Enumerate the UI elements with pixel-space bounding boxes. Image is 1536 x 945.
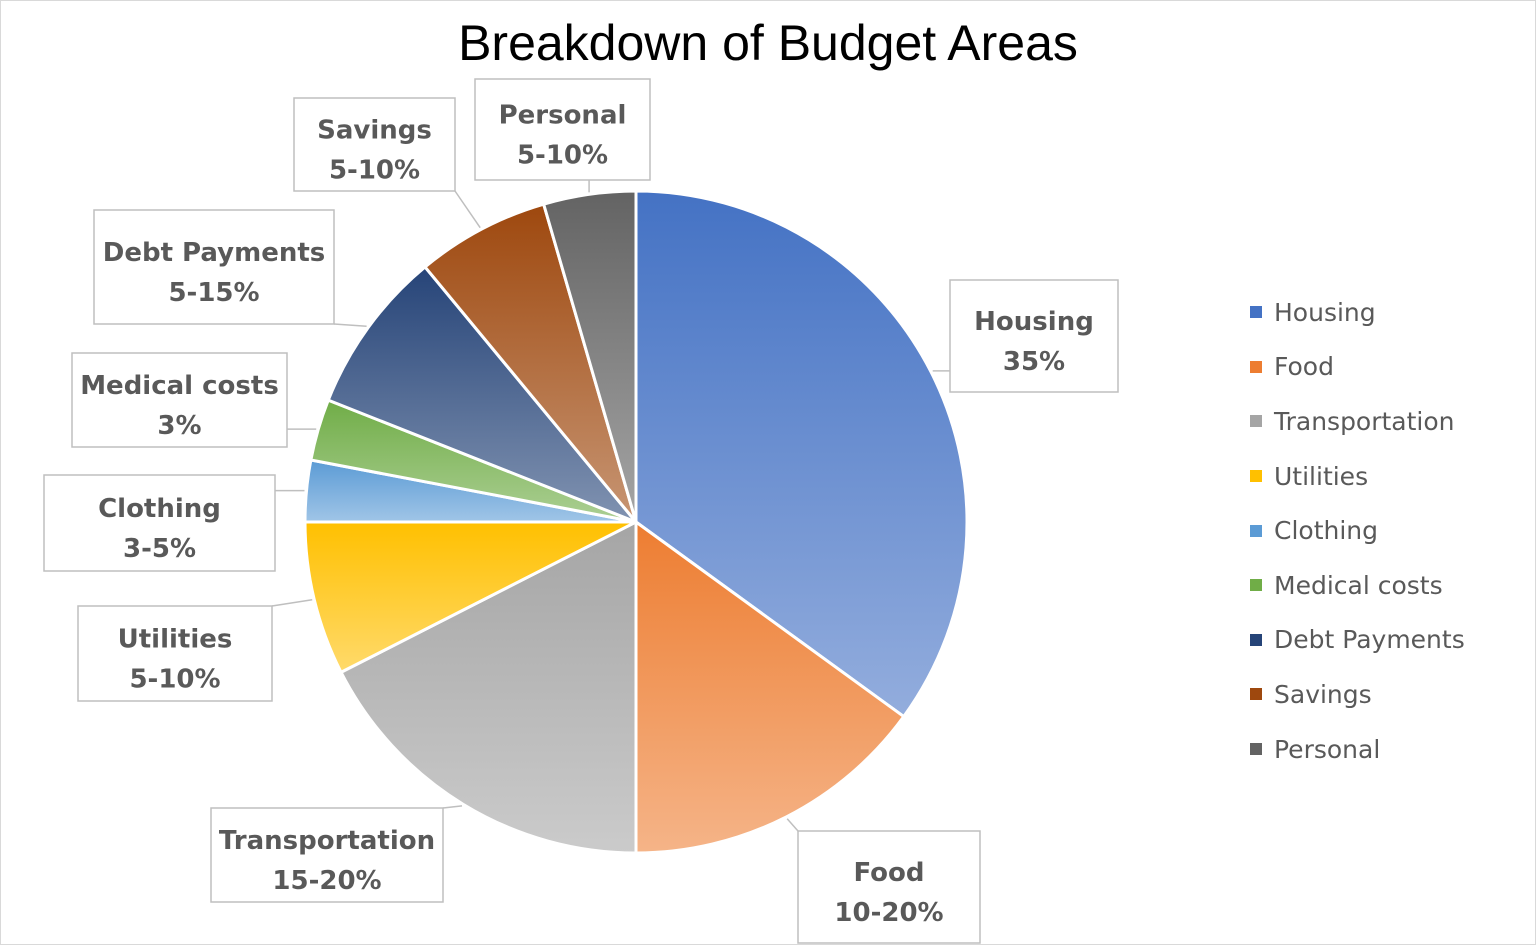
data-label-name-housing: Housing: [974, 307, 1094, 337]
legend-item-savings: Savings: [1250, 667, 1465, 722]
data-label-name-debt-payments: Debt Payments: [103, 238, 326, 268]
data-label-value-utilities: 5-10%: [129, 665, 220, 695]
slice-personal: [541, 189, 638, 523]
legend-swatch: [1250, 688, 1262, 701]
slice-food: [634, 519, 906, 855]
legend-label: Clothing: [1274, 516, 1379, 546]
legend-item-personal: Personal: [1250, 722, 1465, 777]
data-label-value-transportation: 15-20%: [272, 866, 381, 896]
legend-item-utilities: Utilities: [1250, 449, 1465, 504]
slice-utilities: [303, 520, 637, 675]
slice-debt-payments: [326, 264, 638, 524]
legend-item-medical-costs: Medical costs: [1250, 558, 1465, 613]
legend-swatch: [1250, 743, 1262, 756]
leader-line-food: [786, 818, 799, 832]
legend-swatch: [1250, 360, 1262, 373]
slice-savings: [422, 202, 638, 523]
legend-label: Transportation: [1274, 406, 1455, 436]
data-label-name-utilities: Utilities: [118, 625, 233, 655]
data-label-name-food: Food: [853, 858, 924, 888]
legend-swatch: [1250, 579, 1262, 592]
legend-item-food: Food: [1250, 340, 1465, 395]
callout-box-transportation: [210, 807, 444, 903]
slice-transportation: [339, 519, 638, 855]
legend-label: Utilities: [1274, 461, 1369, 491]
legend-item-transportation: Transportation: [1250, 394, 1465, 449]
callout-box-medical-costs: [71, 352, 288, 448]
legend-label: Savings: [1274, 679, 1372, 709]
callout-box-food: [797, 830, 981, 944]
data-label-value-food: 10-20%: [834, 898, 943, 928]
data-label-value-personal: 5-10%: [517, 141, 608, 171]
leader-line-debt-payments: [333, 323, 367, 328]
callout-box-personal: [474, 78, 651, 181]
chart-title: Breakdown of Budget Areas: [458, 15, 1078, 71]
slice-housing: [634, 189, 969, 719]
legend-swatch: [1250, 306, 1262, 319]
callout-box-savings: [293, 97, 456, 192]
data-label-name-medical-costs: Medical costs: [80, 371, 279, 401]
legend: Housing Food Transportation Utilities Clothi…: [1250, 285, 1465, 776]
legend-label: Personal: [1274, 734, 1381, 764]
leader-line-savings: [454, 190, 481, 229]
data-label-value-debt-payments: 5-15%: [168, 278, 259, 308]
data-label-value-medical-costs: 3%: [157, 411, 201, 441]
callout-box-clothing: [43, 474, 276, 572]
legend-label: Housing: [1274, 297, 1376, 327]
legend-swatch: [1250, 470, 1262, 483]
legend-label: Debt Payments: [1274, 625, 1465, 655]
data-label-value-savings: 5-10%: [329, 156, 420, 186]
leader-line-utilities: [271, 598, 313, 607]
data-label-value-clothing: 3-5%: [123, 534, 196, 564]
legend-label: Medical costs: [1274, 570, 1443, 600]
data-label-value-housing: 35%: [1003, 347, 1065, 377]
leader-line-transportation: [442, 805, 463, 809]
callout-box-housing: [949, 279, 1119, 393]
data-label-name-savings: Savings: [317, 116, 432, 146]
legend-item-debt-payments: Debt Payments: [1250, 613, 1465, 668]
data-label-name-clothing: Clothing: [98, 494, 221, 524]
legend-swatch: [1250, 524, 1262, 537]
legend-swatch: [1250, 633, 1262, 646]
legend-item-clothing: Clothing: [1250, 503, 1465, 558]
legend-item-housing: Housing: [1250, 285, 1465, 340]
callout-box-debt-payments: [93, 209, 335, 325]
data-label-name-transportation: Transportation: [219, 826, 435, 856]
legend-label: Food: [1274, 352, 1334, 382]
legend-swatch: [1250, 415, 1262, 428]
callout-box-utilities: [77, 605, 273, 702]
data-label-name-personal: Personal: [499, 101, 627, 131]
